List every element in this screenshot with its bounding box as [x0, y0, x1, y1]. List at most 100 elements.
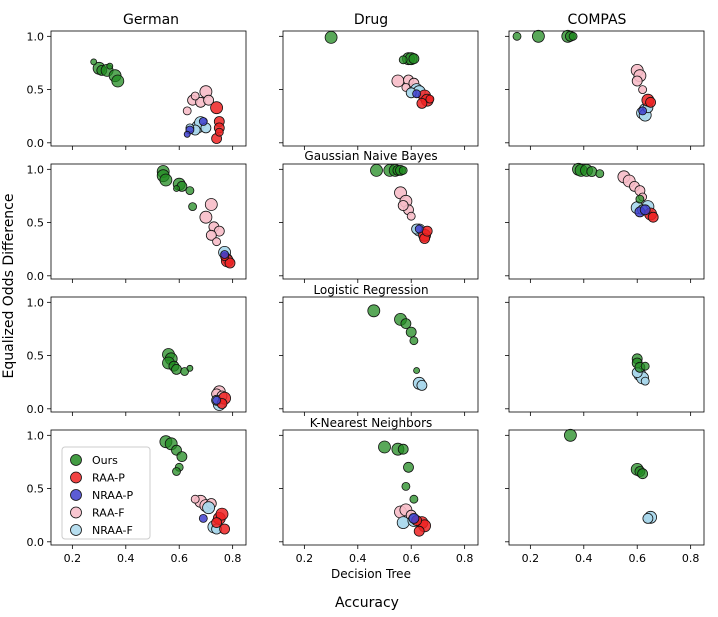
point-ours [413, 367, 421, 374]
point-nraa-f [642, 513, 654, 524]
point-nraa-p [408, 513, 420, 524]
x-tick-label: 0.2 [522, 552, 540, 565]
point-raa-p [421, 225, 433, 237]
point-ours [564, 428, 577, 442]
point-nraa-p [212, 395, 222, 405]
point-ours [370, 163, 383, 177]
panel-frame [50, 163, 247, 280]
point-ours [172, 467, 181, 476]
point-nraa-f [396, 516, 410, 529]
panel-frame [282, 296, 479, 413]
y-tick-label: 1.0 [27, 429, 45, 442]
x-tick-label: 0.4 [349, 552, 367, 565]
legend-marker [70, 506, 82, 519]
point-raa-f [190, 91, 200, 101]
col-title-compas: COMPAS [568, 12, 627, 28]
point-nraa-f [640, 376, 650, 386]
y-axis-label: Equalized Odds Difference [1, 194, 17, 379]
point-ours [640, 361, 650, 371]
panel-1-1 [279, 163, 479, 283]
point-raa-p [210, 101, 224, 115]
legend-marker [70, 454, 82, 466]
y-tick-label: 0.0 [27, 536, 45, 549]
point-raa-f [212, 237, 222, 247]
point-raa-f [638, 85, 647, 94]
point-nraa-p [198, 514, 208, 523]
panel-1-0: 0.0 0.5 1.0 [27, 163, 247, 283]
point-ours [405, 326, 417, 338]
row-title-logistic-regression: Logistic Regression [313, 283, 428, 297]
y-tick-label: 1.0 [27, 30, 45, 43]
point-ours [398, 165, 408, 175]
point-ours [324, 31, 338, 44]
point-ours [378, 440, 391, 454]
x-tick-label: 0.8 [224, 552, 242, 565]
panel-2-0: 0.0 0.5 1.0 [27, 296, 247, 416]
y-tick-label: 0.5 [27, 84, 45, 97]
point-raa-f [205, 229, 217, 241]
y-tick-label: 0.0 [27, 137, 45, 150]
point-raa-f [199, 210, 213, 224]
panel-3-1: 0.2 0.4 0.6 0.8 [279, 429, 479, 565]
point-ours [401, 481, 411, 491]
point-ours [397, 443, 409, 455]
point-raa-f [203, 94, 215, 106]
panel-frame [508, 163, 705, 280]
panel-2-2 [505, 296, 705, 416]
legend-label: Ours [92, 454, 118, 467]
point-ours [409, 494, 419, 504]
legend-marker [70, 471, 82, 484]
point-nraa-p [414, 224, 424, 234]
legend-label: NRAA-P [92, 489, 134, 502]
point-raa-p [416, 98, 428, 109]
point-ours [398, 55, 408, 65]
point-raa-f [406, 211, 416, 221]
point-nraa-f [202, 501, 216, 515]
point-raa-f [182, 106, 192, 116]
point-ours [409, 336, 419, 346]
y-tick-label: 0.0 [27, 403, 45, 416]
panel-1-2 [505, 162, 705, 283]
x-tick-label: 0.2 [64, 552, 82, 565]
point-ours [367, 304, 381, 318]
point-nraa-p [220, 250, 230, 259]
y-tick-label: 1.0 [27, 163, 45, 176]
x-tick-label: 0.8 [682, 552, 700, 565]
point-ours [185, 186, 195, 196]
point-raa-f [631, 75, 643, 87]
point-nraa-p [638, 106, 647, 116]
point-ours [637, 468, 648, 480]
panel-frame [508, 429, 705, 546]
x-tick-label: 0.4 [117, 552, 135, 565]
point-raa-p [219, 523, 231, 535]
point-ours [173, 185, 180, 192]
col-title-german: German [123, 12, 179, 28]
point-ours [159, 173, 173, 187]
panel-3-2: 0.2 0.4 0.6 0.8 [505, 428, 705, 565]
point-ours [111, 74, 125, 88]
point-ours [635, 194, 645, 204]
x-axis-label: Accuracy [335, 595, 399, 611]
point-raa-f [204, 198, 218, 211]
point-raa-p [215, 507, 229, 521]
point-nraa-f [416, 379, 428, 391]
point-nraa-p [183, 130, 191, 138]
point-ours [188, 202, 198, 212]
point-raa-f [190, 494, 200, 504]
point-ours [400, 318, 412, 330]
panel-frame [282, 163, 479, 280]
x-tick-label: 0.2 [296, 552, 314, 565]
point-ours [180, 367, 190, 376]
point-ours [176, 451, 188, 463]
legend-label: NRAA-F [92, 524, 133, 537]
x-tick-label: 0.6 [628, 552, 646, 565]
point-ours [186, 364, 194, 372]
row-titles: Decision Tree Gaussian Naive Bayes Logis… [304, 149, 437, 581]
point-ours [106, 62, 114, 70]
point-ours [595, 169, 605, 179]
x-tick-label: 0.8 [456, 552, 474, 565]
point-raa-p [645, 96, 656, 108]
y-tick-label: 0.5 [27, 217, 45, 230]
col-title-drug: Drug [354, 12, 388, 28]
point-raa-p [413, 525, 425, 537]
